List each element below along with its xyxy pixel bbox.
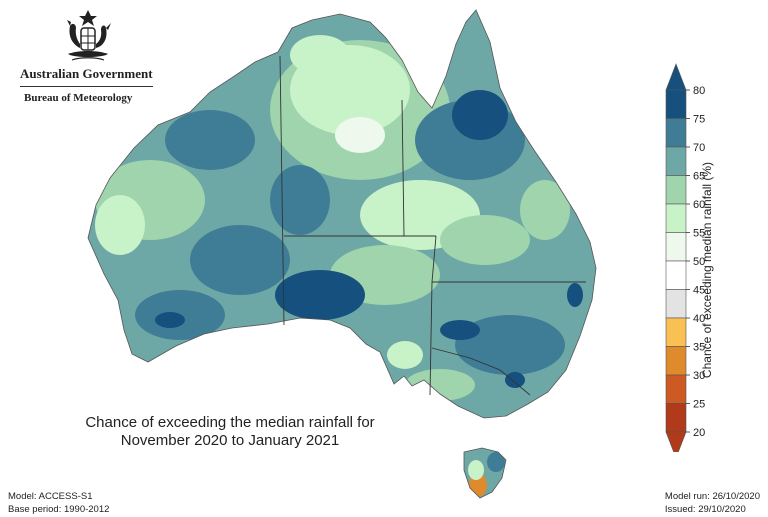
legend-bin-75-80 [665, 89, 687, 119]
map-title-line2: November 2020 to January 2021 [120, 432, 340, 449]
footer-right: Model run: 26/10/2020 Issued: 29/10/2020 [665, 490, 760, 516]
base-period-label: Base period: 1990-2012 [8, 504, 110, 515]
legend-tick-label: 50 [693, 256, 705, 268]
legend-bin-20-25 [665, 403, 687, 433]
legend-tick-label: 30 [693, 370, 705, 382]
legend-bin-50-55 [665, 232, 687, 262]
model-label: Model: ACCESS-S1 [8, 491, 93, 502]
legend-tick-label: 80 [693, 85, 705, 97]
legend-tick-label: 20 [693, 427, 705, 439]
government-logo: Australian Government Bureau of Meteorol… [20, 8, 155, 108]
state-borders [279, 55, 586, 396]
footer-left: Model: ACCESS-S1 Base period: 1990-2012 [8, 490, 109, 516]
legend-arrow-high [665, 63, 687, 91]
legend-tick-label: 65 [693, 171, 705, 183]
legend-bin-70-75 [665, 118, 687, 148]
legend-tick-label: 55 [693, 228, 705, 240]
legend-tick-label: 70 [693, 142, 705, 154]
legend-bin-35-40 [665, 317, 687, 347]
legend-bin-45-50 [665, 260, 687, 290]
government-name: Australian Government [20, 66, 153, 81]
map-title-line1: Chance of exceeding the median rainfall … [85, 414, 375, 431]
legend-tick-label: 45 [693, 285, 705, 297]
legend-bin-55-60 [665, 203, 687, 233]
legend-tick-label: 60 [693, 199, 705, 211]
model-run-label: Model run: 26/10/2020 [664, 491, 760, 502]
colorbar-legend: 80 75 70 65 60 55 50 45 40 35 30 25 20 [665, 63, 705, 452]
logo-divider [20, 86, 153, 87]
legend-bin-40-45 [665, 289, 687, 319]
map-title: Chance of exceeding the median rainfall … [40, 414, 420, 450]
legend-tick-label: 25 [693, 399, 705, 411]
legend-bin-65-70 [665, 146, 687, 176]
legend-bin-30-35 [665, 346, 687, 376]
legend-arrow-low [665, 431, 687, 452]
coat-of-arms-icon [67, 10, 111, 61]
legend-tick-label: 35 [693, 342, 705, 354]
legend-bin-25-30 [665, 374, 687, 404]
legend-tick-label: 40 [693, 313, 705, 325]
legend-bin-60-65 [665, 175, 687, 205]
legend-tick-label: 75 [693, 114, 705, 126]
agency-name: Bureau of Meteorology [24, 92, 133, 104]
issued-label: Issued: 29/10/2020 [664, 504, 746, 515]
legend-title: Chance of exceeding median rainfall (%) [700, 161, 714, 379]
